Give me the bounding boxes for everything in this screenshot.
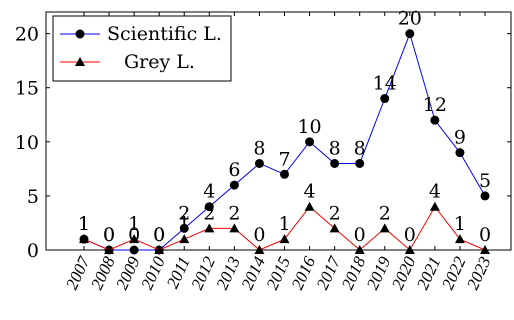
data-label-grey: 1 bbox=[128, 213, 140, 235]
point-marker-grey bbox=[279, 234, 290, 244]
point-marker-scientific bbox=[229, 180, 239, 190]
point-marker-scientific bbox=[179, 223, 189, 233]
data-label-grey: 4 bbox=[429, 181, 441, 203]
data-label-grey: 0 bbox=[404, 224, 416, 246]
point-marker-grey bbox=[129, 234, 140, 244]
point-marker-grey bbox=[379, 223, 390, 233]
data-label-scientific: 0 bbox=[153, 224, 165, 246]
data-label-scientific: 8 bbox=[329, 137, 341, 159]
data-label-grey: 2 bbox=[329, 202, 341, 224]
legend-marker-scientific bbox=[75, 29, 85, 39]
x-tick-label: 2015 bbox=[263, 254, 295, 293]
legend: Scientific L. Grey L. bbox=[52, 15, 232, 82]
point-marker-grey bbox=[254, 245, 265, 254]
point-marker-grey bbox=[104, 245, 115, 254]
legend-label-scientific: Scientific L. bbox=[107, 23, 222, 45]
data-label-grey: 1 bbox=[78, 213, 90, 235]
point-marker-scientific bbox=[254, 158, 264, 168]
point-marker-scientific bbox=[480, 191, 490, 201]
data-label-grey: 1 bbox=[278, 213, 290, 235]
data-label-scientific: 0 bbox=[128, 224, 140, 246]
data-label-grey: 0 bbox=[354, 224, 366, 246]
point-marker-scientific bbox=[405, 29, 415, 39]
data-label-scientific: 2 bbox=[178, 202, 190, 224]
point-marker-scientific bbox=[330, 158, 340, 168]
data-label-grey: 2 bbox=[228, 202, 240, 224]
data-label-scientific: 9 bbox=[454, 127, 466, 149]
data-label-scientific: 20 bbox=[398, 8, 422, 30]
point-marker-grey bbox=[404, 245, 415, 254]
y-tick-label: 10 bbox=[15, 132, 39, 154]
data-label-scientific: 0 bbox=[103, 224, 115, 246]
point-marker-scientific bbox=[430, 115, 440, 125]
data-label-grey: 2 bbox=[203, 202, 215, 224]
y-tick-label: 15 bbox=[15, 78, 39, 100]
point-marker-scientific bbox=[380, 94, 390, 104]
point-marker-grey bbox=[204, 223, 215, 233]
point-marker-scientific bbox=[455, 148, 465, 158]
data-label-grey: 1 bbox=[454, 213, 466, 235]
data-label-grey: 0 bbox=[103, 224, 115, 246]
data-label-grey: 0 bbox=[479, 224, 491, 246]
x-tick-label: 2021 bbox=[413, 254, 445, 293]
point-marker-grey bbox=[429, 201, 440, 211]
data-label-scientific: 12 bbox=[423, 94, 447, 116]
data-label-scientific: 1 bbox=[78, 213, 90, 235]
data-label-scientific: 6 bbox=[228, 159, 240, 181]
x-tick-label: 2009 bbox=[112, 253, 144, 292]
point-marker-grey bbox=[229, 223, 240, 233]
data-label-grey: 4 bbox=[304, 181, 316, 203]
x-tick-label: 2008 bbox=[87, 253, 119, 292]
point-marker-scientific bbox=[129, 245, 139, 255]
point-marker-grey bbox=[79, 234, 89, 244]
x-tick-label: 2012 bbox=[187, 253, 219, 292]
data-label-scientific: 4 bbox=[203, 181, 215, 203]
x-tick-label: 2010 bbox=[137, 253, 169, 292]
point-marker-grey bbox=[154, 245, 165, 254]
data-label-scientific: 10 bbox=[297, 116, 321, 138]
data-label-scientific: 8 bbox=[354, 137, 366, 159]
point-marker-scientific bbox=[305, 137, 315, 147]
data-label-grey: 0 bbox=[153, 224, 165, 246]
data-label-scientific: 5 bbox=[479, 170, 491, 192]
legend-marker-grey bbox=[75, 57, 85, 66]
x-tick-label: 2019 bbox=[363, 253, 395, 292]
y-tick-label: 5 bbox=[27, 186, 39, 208]
x-tick-label: 2023 bbox=[463, 254, 495, 293]
x-tick-label: 2020 bbox=[388, 253, 420, 292]
data-label-grey: 0 bbox=[253, 224, 265, 246]
point-marker-grey bbox=[480, 245, 490, 254]
data-label-scientific: 14 bbox=[373, 73, 397, 95]
y-tick-label: 0 bbox=[27, 240, 39, 262]
point-marker-grey bbox=[179, 234, 190, 244]
legend-box bbox=[52, 15, 232, 82]
point-marker-grey bbox=[454, 234, 465, 244]
data-label-grey: 1 bbox=[178, 213, 190, 235]
x-tick-label: 2018 bbox=[338, 253, 370, 292]
x-tick-label: 2016 bbox=[288, 253, 320, 292]
series-layer bbox=[79, 29, 490, 255]
y-tick-label: 20 bbox=[15, 24, 39, 46]
x-tick-label: 2022 bbox=[438, 253, 470, 292]
point-marker-scientific bbox=[280, 169, 289, 179]
legend-label-grey: Grey L. bbox=[124, 51, 195, 73]
x-tick-label: 2014 bbox=[237, 253, 269, 292]
data-label-scientific: 8 bbox=[253, 137, 265, 159]
point-marker-grey bbox=[354, 245, 365, 254]
point-marker-grey bbox=[329, 223, 340, 233]
point-marker-grey bbox=[304, 201, 315, 211]
plot-frame bbox=[45, 11, 512, 251]
point-marker-scientific bbox=[204, 202, 214, 212]
data-label-grey: 2 bbox=[379, 202, 391, 224]
point-marker-scientific bbox=[355, 158, 365, 168]
data-label-scientific: 7 bbox=[278, 148, 290, 170]
x-tick-label: 2013 bbox=[212, 254, 244, 293]
